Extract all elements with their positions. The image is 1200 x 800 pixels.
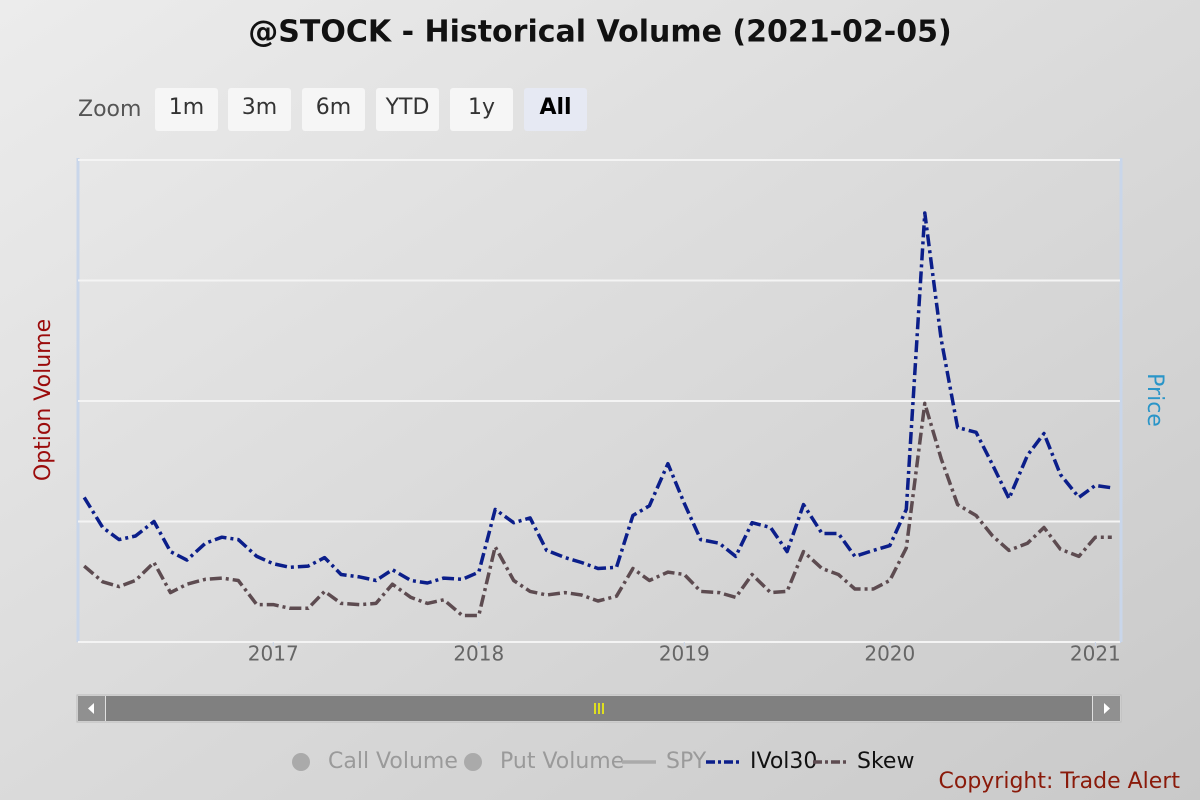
scroll-left-arrow xyxy=(88,703,94,714)
zoom-button-label[interactable]: 1y xyxy=(468,95,495,120)
zoom-button-label[interactable]: 6m xyxy=(316,95,351,120)
copyright: Copyright: Trade Alert xyxy=(939,769,1181,794)
legend-label[interactable]: Put Volume xyxy=(500,749,624,774)
zoom-button[interactable] xyxy=(228,88,291,131)
zoom-button[interactable] xyxy=(524,88,587,131)
y2-axis-label: Price xyxy=(1142,373,1167,427)
x-tick-label: 2021 xyxy=(1070,642,1121,666)
legend-label[interactable]: Call Volume xyxy=(328,749,458,774)
series-line xyxy=(82,211,1113,585)
legend-label[interactable]: SPY xyxy=(666,749,707,774)
legend-symbol[interactable] xyxy=(292,753,310,771)
legend-symbol[interactable] xyxy=(464,753,482,771)
zoom-button[interactable] xyxy=(302,88,365,131)
zoom-button-label[interactable]: 1m xyxy=(169,95,204,120)
x-tick-label: 2019 xyxy=(659,642,710,666)
x-tick-label: 2018 xyxy=(453,642,504,666)
chart-title: @STOCK - Historical Volume (2021-02-05) xyxy=(248,15,951,50)
zoom-button-label[interactable]: All xyxy=(539,95,571,120)
x-tick-label: 2017 xyxy=(248,642,299,666)
zoom-buttons: 1m 3m 6m YTD 1y All xyxy=(155,88,587,131)
zoom-button-label[interactable]: 3m xyxy=(242,95,277,120)
legend-label[interactable]: Skew xyxy=(857,749,914,774)
x-tick-label: 2020 xyxy=(864,642,915,666)
zoom-button[interactable] xyxy=(450,88,513,131)
zoom-button[interactable] xyxy=(155,88,218,131)
navigator-scrollbar xyxy=(76,694,1122,723)
scroll-right-arrow xyxy=(1104,703,1110,714)
series-line xyxy=(83,401,1112,618)
legend-label[interactable]: IVol30 xyxy=(750,749,817,774)
zoom-button-label[interactable]: YTD xyxy=(385,95,430,120)
zoom-label: Zoom xyxy=(78,97,141,122)
y-axis-label: Option Volume xyxy=(31,319,56,481)
zoom-button[interactable] xyxy=(376,88,439,131)
